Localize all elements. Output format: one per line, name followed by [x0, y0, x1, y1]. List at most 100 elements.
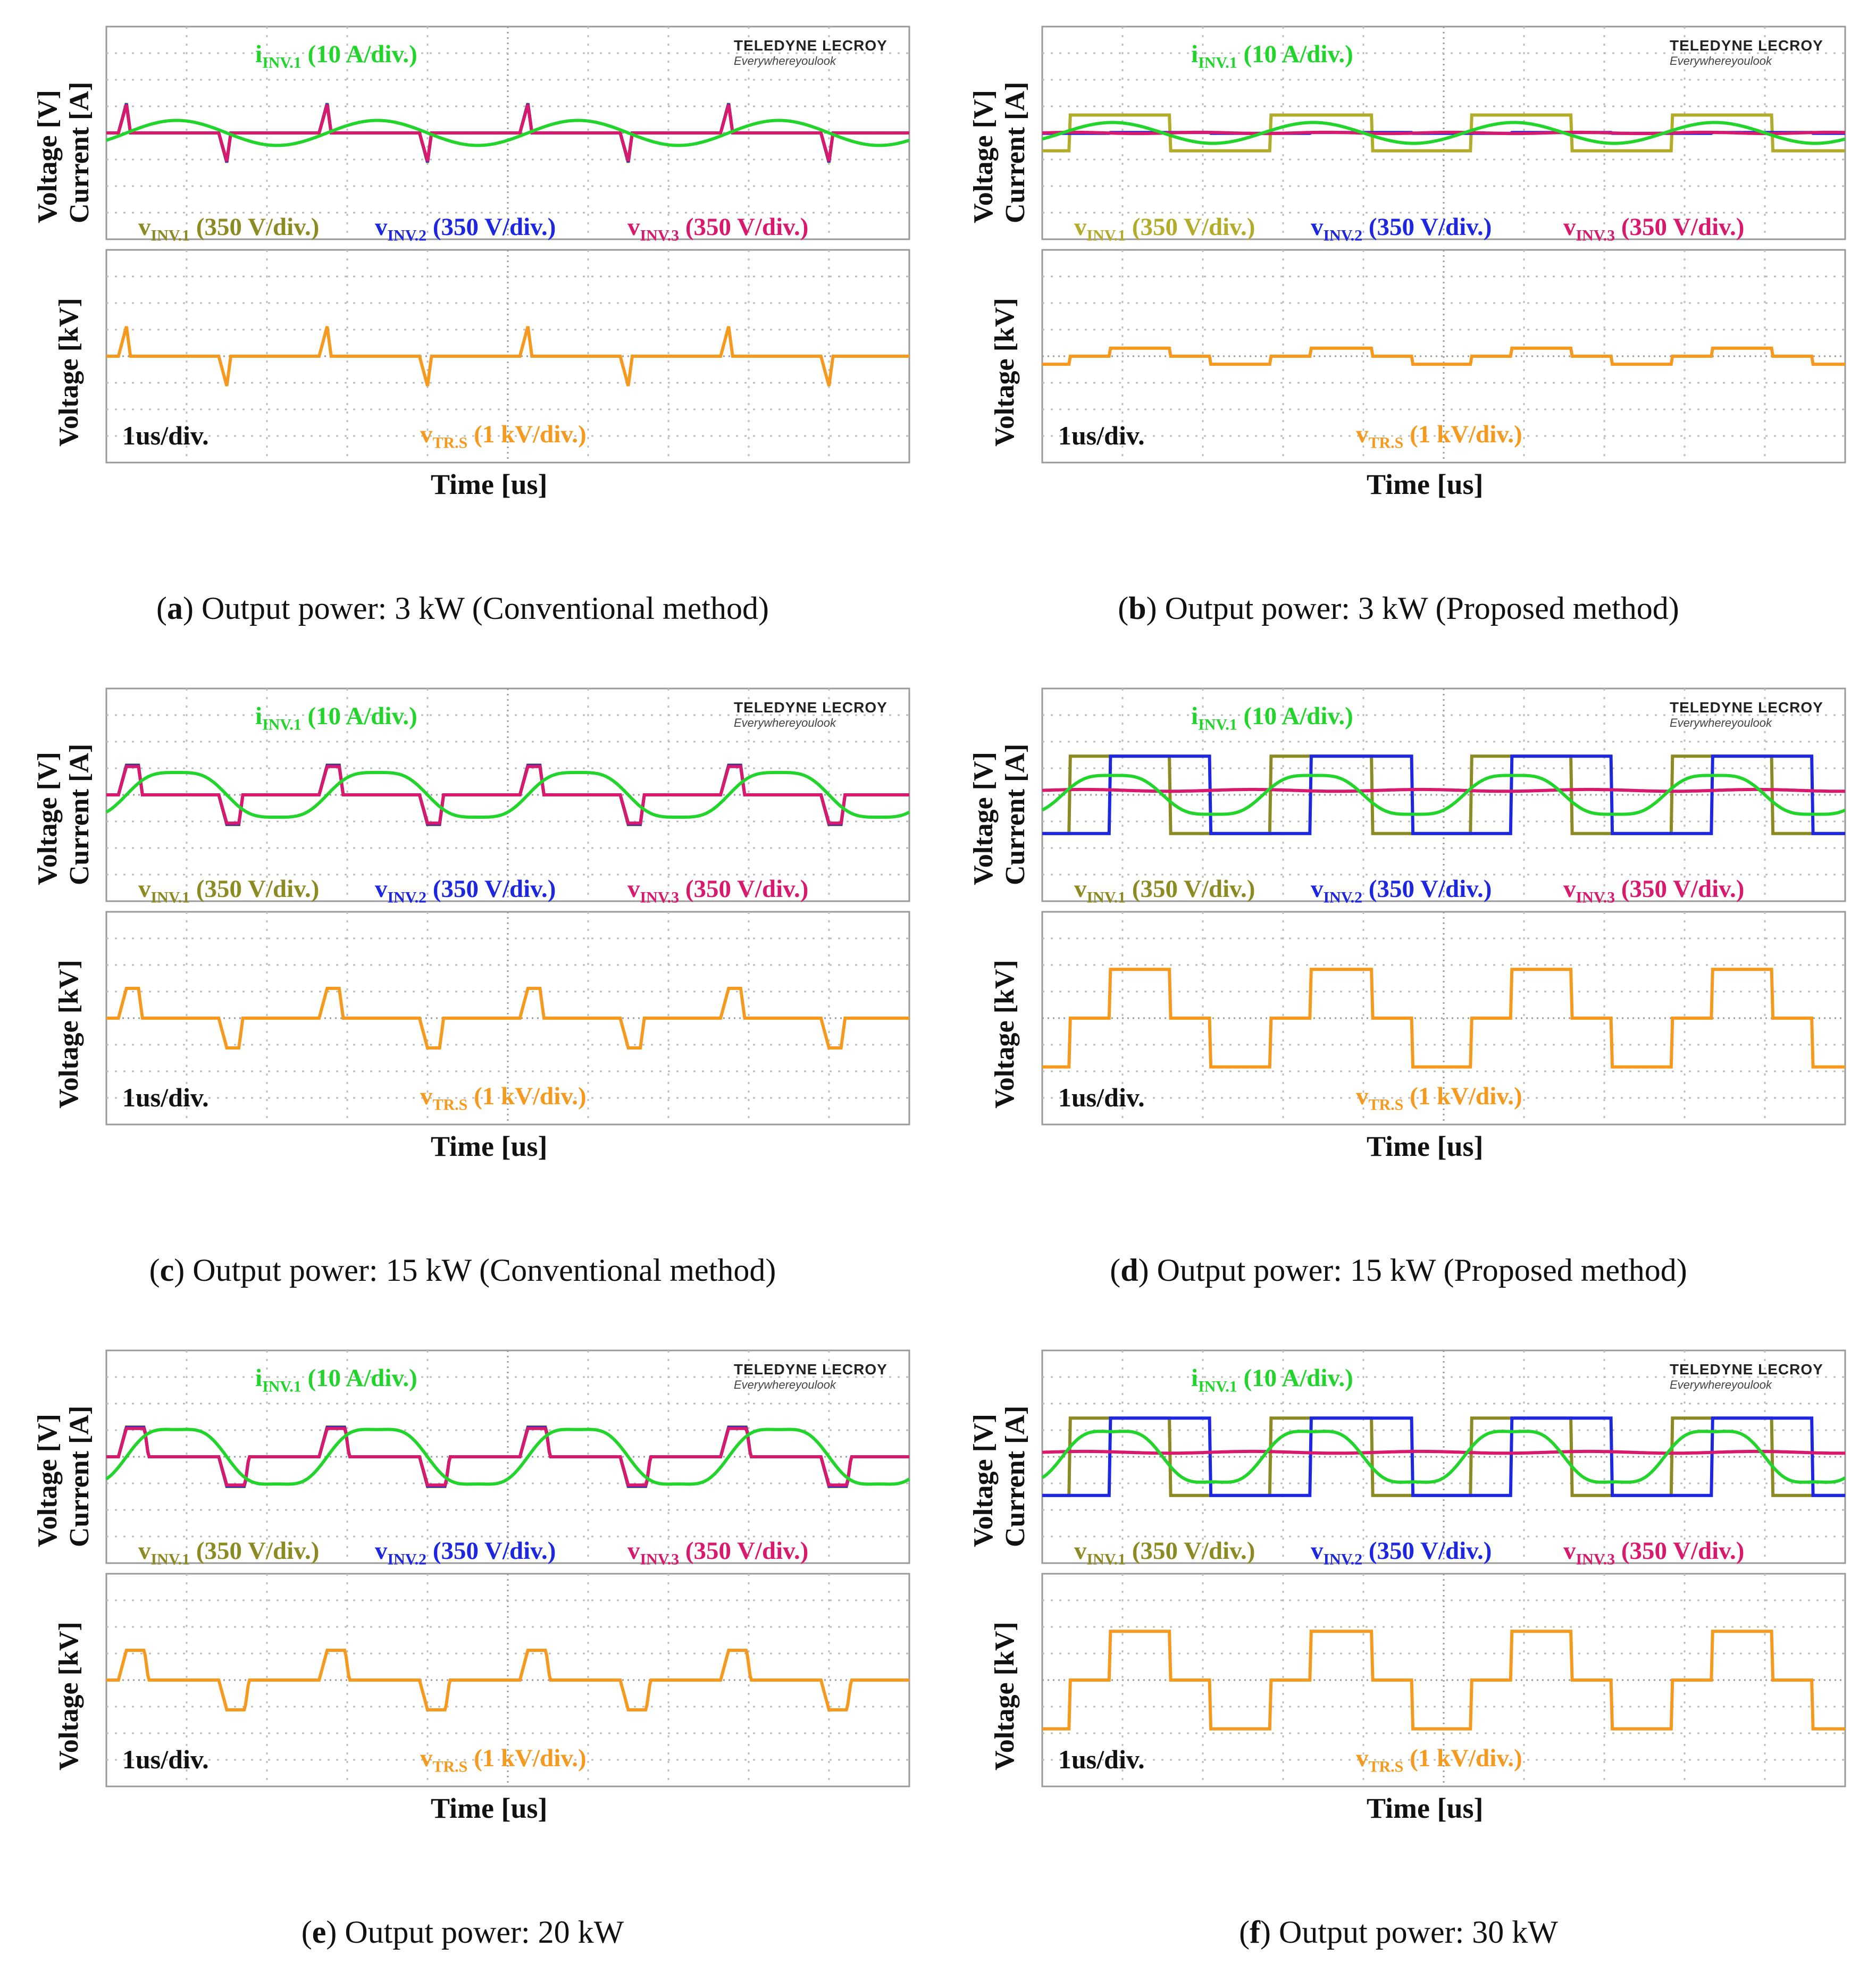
series-iINV-1 — [105, 771, 910, 819]
logo-line1: TELEDYNE LECROY — [1670, 699, 1823, 716]
caption-letter: f — [1250, 1915, 1261, 1950]
label-vINV-3: vINV.3 (350 V/div.) — [1563, 875, 1744, 906]
label-main: v — [375, 875, 388, 903]
label-vINV-2: vINV.2 (350 V/div.) — [1311, 1537, 1492, 1568]
label-main: v — [1563, 213, 1576, 241]
label-sub: TR.S — [432, 1758, 468, 1776]
label-vINV-1: vINV.1 (350 V/div.) — [138, 213, 319, 245]
label-main: v — [1074, 1537, 1087, 1565]
scope-display — [1041, 687, 1846, 1126]
series-vINV-3 — [1042, 787, 1845, 793]
label-scale: (350 V/div.) — [1615, 1537, 1745, 1565]
label-scale: (1 kV/div.) — [1403, 1082, 1522, 1110]
caption-letter: a — [166, 591, 183, 626]
logo-line2: Everywhereyoulook — [1670, 54, 1772, 68]
bottom-ylabel: Voltage [kV] — [990, 960, 1020, 1109]
scope-panel-c: Voltage [V] Current [A] Voltage [kV] Time [… — [27, 678, 920, 1305]
label-scale: (10 A/div.) — [1237, 1364, 1353, 1392]
caption: (f) Output power: 30 kW — [1239, 1915, 1558, 1950]
series-vINV-2 — [1042, 1416, 1845, 1497]
label-sub: INV.3 — [640, 226, 680, 245]
label-main: v — [420, 1082, 433, 1110]
label-main: v — [420, 1744, 433, 1772]
label-scale: (350 V/div.) — [1126, 1537, 1255, 1565]
label-vINV-2: vINV.2 (350 V/div.) — [375, 1537, 556, 1568]
label-sub: INV.1 — [150, 226, 190, 245]
label-vINV-1: vINV.1 (350 V/div.) — [1074, 875, 1255, 906]
label-sub: INV.3 — [640, 888, 680, 906]
scope-panel-b: Voltage [V] Current [A] Voltage [kV] Time [… — [962, 16, 1856, 643]
caption-text: Output power: 30 kW — [1279, 1915, 1558, 1950]
label-sub: INV.3 — [1576, 888, 1615, 906]
label-main: v — [1563, 1537, 1576, 1565]
label-sub: TR.S — [432, 1096, 468, 1114]
bottom-ylabel: Voltage [kV] — [990, 298, 1020, 447]
label-main: v — [138, 1537, 151, 1565]
caption-letter: d — [1120, 1253, 1138, 1288]
label-sub: INV.2 — [1323, 226, 1363, 245]
label-sub: INV.3 — [1576, 226, 1615, 245]
label-scale: (10 A/div.) — [301, 40, 417, 68]
top-ylabel-voltage: Voltage [V] — [968, 90, 999, 223]
label-scale: (1 kV/div.) — [1403, 421, 1522, 448]
label-scale: (350 V/div.) — [679, 213, 809, 241]
series-iINV-1 — [1042, 121, 1846, 145]
label-scale: (350 V/div.) — [426, 213, 556, 241]
label-vTR-S: vTR.S (1 kV/div.) — [420, 1744, 587, 1776]
caption-text: Output power: 3 kW (Proposed method) — [1165, 591, 1679, 626]
caption: (c) Output power: 15 kW (Conventional me… — [149, 1253, 776, 1288]
series-vINV-3 — [106, 765, 909, 825]
series-vTR-S — [106, 987, 909, 1050]
brand-logo: TELEDYNE LECROY Everywhereyoulook — [1670, 1361, 1823, 1392]
top-ylabel-voltage: Voltage [V] — [32, 90, 63, 223]
label-iINV-1: iINV.1 (10 A/div.) — [255, 40, 417, 72]
label-iINV-1: iINV.1 (10 A/div.) — [1191, 702, 1353, 734]
series-vTR-S — [1042, 968, 1845, 1069]
xlabel: Time [us] — [1367, 468, 1484, 500]
series-vINV-3 — [106, 1426, 909, 1487]
bottom-ylabel: Voltage [kV] — [54, 298, 84, 447]
series-iINV-1 — [105, 1428, 910, 1486]
scope-display — [105, 26, 910, 464]
label-vINV-3: vINV.3 (350 V/div.) — [627, 213, 808, 245]
top-ylabel-voltage: Voltage [V] — [32, 1414, 63, 1547]
scope-display — [105, 687, 910, 1126]
label-iINV-1: iINV.1 (10 A/div.) — [1191, 1364, 1353, 1396]
caption-letter: c — [160, 1253, 174, 1288]
label-sub: INV.1 — [1086, 888, 1126, 906]
label-vINV-1: vINV.1 (350 V/div.) — [138, 875, 319, 906]
label-main: v — [138, 875, 151, 903]
label-main: v — [1356, 1082, 1369, 1110]
series-iINV-1 — [1041, 1430, 1846, 1484]
caption-text: Output power: 3 kW (Conventional method) — [201, 591, 769, 626]
top-ylabel-current: Current [A] — [64, 1405, 95, 1547]
top-ylabel-current: Current [A] — [64, 743, 95, 885]
label-main: v — [1311, 213, 1324, 241]
series-vINV-3 — [1042, 1449, 1845, 1455]
label-vINV-3: vINV.3 (350 V/div.) — [627, 875, 808, 906]
label-sub: INV.1 — [1198, 54, 1237, 72]
label-main: v — [420, 421, 433, 448]
series-iINV-1 — [1041, 774, 1846, 816]
label-main: v — [1311, 1537, 1324, 1565]
label-scale: (350 V/div.) — [1126, 213, 1255, 241]
label-scale: (350 V/div.) — [1615, 875, 1745, 903]
series-vINV-3 — [106, 104, 909, 162]
label-scale: (10 A/div.) — [301, 1364, 417, 1392]
label-iINV-1: iINV.1 (10 A/div.) — [255, 1364, 417, 1396]
label-main: i — [255, 1364, 263, 1392]
label-sub: TR.S — [1368, 434, 1404, 452]
label-main: v — [1074, 213, 1087, 241]
bottom-ylabel: Voltage [kV] — [54, 1622, 84, 1770]
label-sub: INV.2 — [387, 888, 427, 906]
logo-line1: TELEDYNE LECROY — [734, 1361, 887, 1378]
caption: (a) Output power: 3 kW (Conventional met… — [156, 591, 769, 626]
label-scale: (10 A/div.) — [1237, 40, 1353, 68]
scope-panel-d: Voltage [V] Current [A] Voltage [kV] Time [… — [962, 678, 1856, 1305]
label-main: v — [1356, 1744, 1369, 1772]
brand-logo: TELEDYNE LECROY Everywhereyoulook — [1670, 699, 1823, 730]
label-main: v — [375, 1537, 388, 1565]
label-scale: (1 kV/div.) — [467, 1082, 587, 1110]
time-scale: 1us/div. — [1058, 1082, 1145, 1112]
time-scale: 1us/div. — [122, 1082, 209, 1112]
